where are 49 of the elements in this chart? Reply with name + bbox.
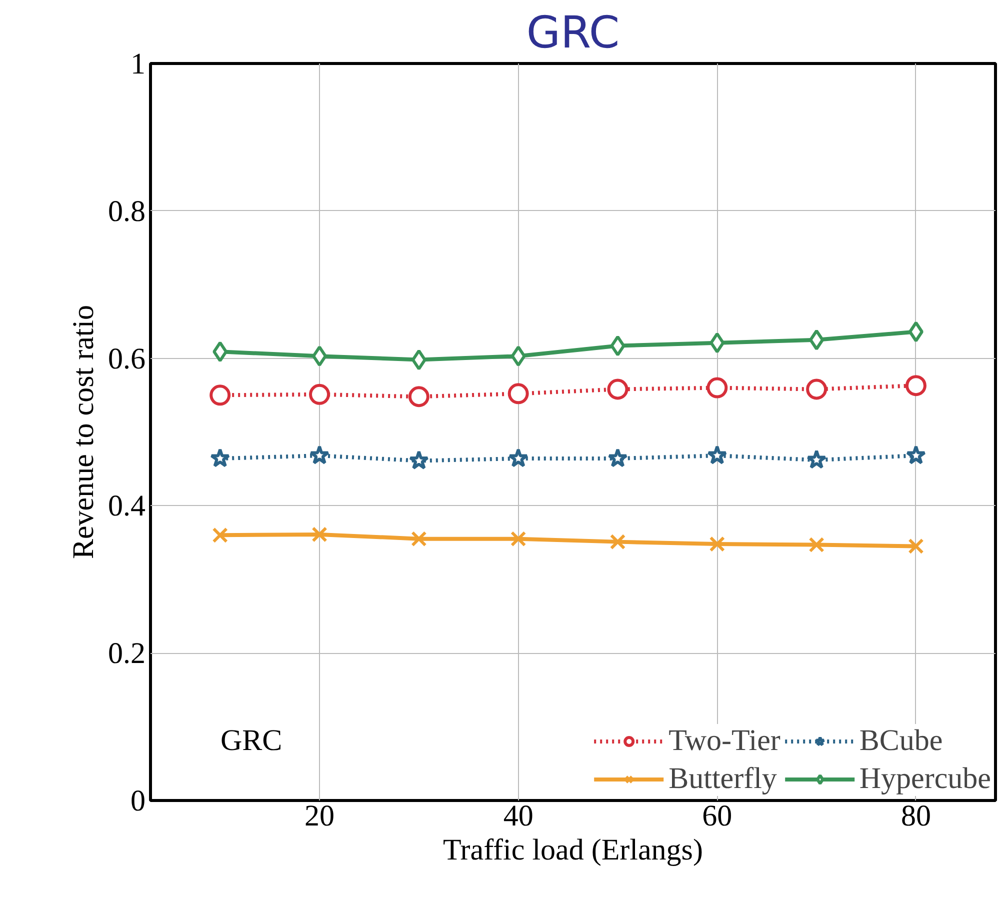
x-axis-title: Traffic load (Erlangs) xyxy=(443,834,703,866)
y-tick-label: 0 xyxy=(130,784,146,818)
point xyxy=(508,448,528,468)
x-tick-label: 40 xyxy=(503,800,534,832)
point xyxy=(908,538,924,554)
point xyxy=(510,346,526,367)
point xyxy=(411,531,427,547)
point xyxy=(808,536,824,553)
point xyxy=(905,375,926,396)
point xyxy=(806,378,828,400)
y-tick-label: 0.6 xyxy=(108,342,146,376)
point xyxy=(510,531,526,547)
y-tick-label: 1 xyxy=(130,48,146,80)
chart-title: GRC xyxy=(526,8,620,58)
x-tick-label: 60 xyxy=(702,800,732,832)
legend-label: Two-Tier xyxy=(668,724,780,758)
point xyxy=(212,527,228,544)
point xyxy=(608,448,628,468)
point xyxy=(806,450,827,469)
point xyxy=(607,378,628,400)
point xyxy=(210,448,230,468)
point xyxy=(309,384,330,405)
y-tick-label: 0.4 xyxy=(108,490,146,523)
legend-label: Hypercube xyxy=(859,762,991,796)
point xyxy=(210,384,231,406)
annotation: GRC xyxy=(220,724,282,757)
point xyxy=(906,445,926,464)
x-tick-label: 20 xyxy=(304,800,334,832)
point xyxy=(610,534,626,550)
point xyxy=(408,450,429,470)
legend-label: BCube xyxy=(859,724,943,758)
point xyxy=(610,335,626,356)
point xyxy=(707,445,728,464)
point xyxy=(908,321,924,342)
point xyxy=(710,332,725,354)
point xyxy=(309,445,330,464)
point xyxy=(408,386,430,408)
point xyxy=(212,341,228,362)
point xyxy=(709,536,726,552)
y-tick-label: 0.2 xyxy=(108,637,146,670)
x-tick-label: 80 xyxy=(900,800,931,832)
point xyxy=(809,329,824,350)
y-axis-title: Revenue to cost ratio xyxy=(67,304,100,560)
y-tick-label: 0.8 xyxy=(108,194,146,228)
point xyxy=(508,383,529,404)
point xyxy=(312,526,328,542)
legend-label: Butterfly xyxy=(668,762,777,796)
point xyxy=(706,377,728,398)
point xyxy=(411,349,426,370)
